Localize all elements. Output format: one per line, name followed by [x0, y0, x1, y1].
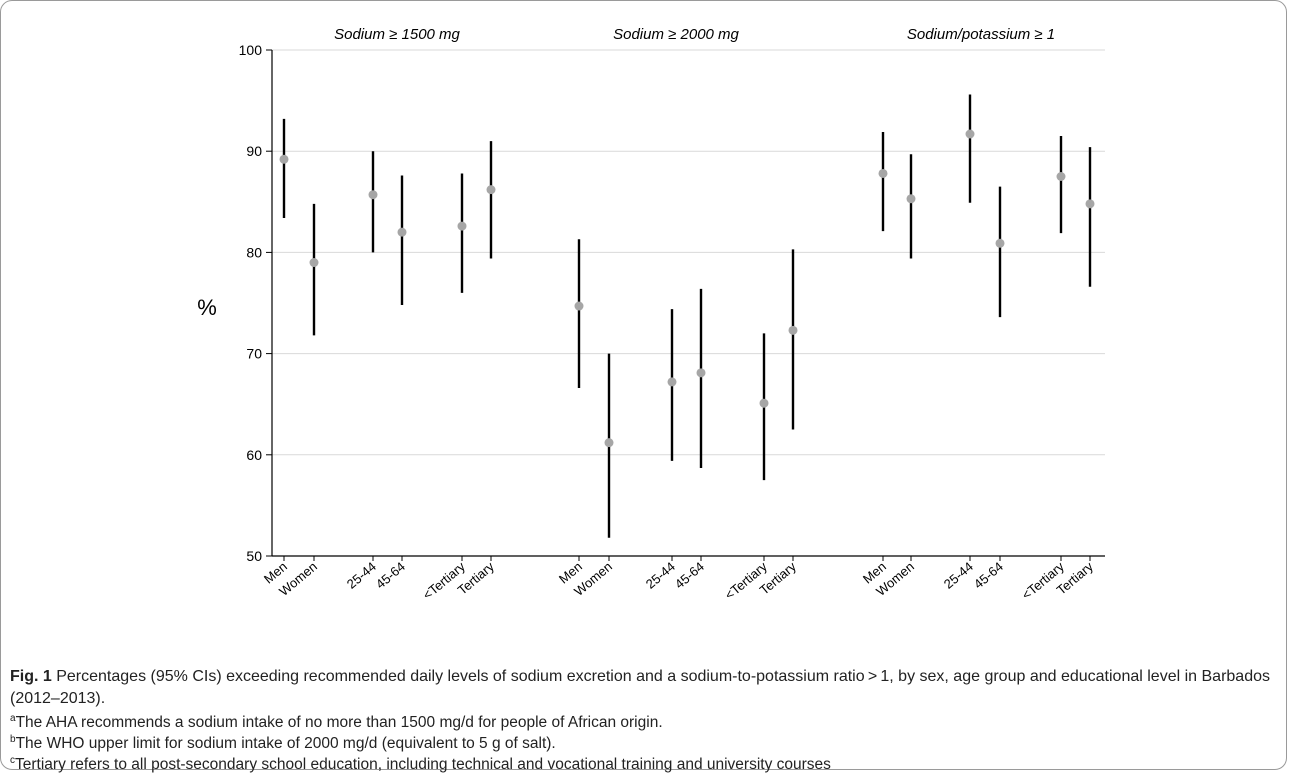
data-point — [604, 438, 614, 448]
data-point — [368, 190, 378, 200]
panel-title: Sodium ≥ 1500 mg — [334, 26, 460, 43]
caption-main: Fig. 1 Percentages (95% CIs) exceeding r… — [10, 666, 1278, 710]
caption-note-c: cTertiary refers to all post-secondary s… — [10, 754, 831, 773]
caption-note-a: aThe AHA recommends a sodium intake of n… — [10, 712, 663, 731]
x-tick-label: 25-44 — [643, 559, 678, 592]
data-point — [1056, 172, 1066, 181]
gridlines — [272, 49, 1105, 456]
figure-caption: Fig. 1 Percentages (95% CIs) exceeding r… — [10, 666, 1278, 775]
y-tick-label: 90 — [246, 143, 262, 159]
caption-note-b: bThe WHO upper limit for sodium intake o… — [10, 733, 556, 752]
y-tick-label: 60 — [246, 447, 262, 463]
y-tick-label: 70 — [246, 346, 262, 362]
x-tick-label: 45-64 — [672, 559, 707, 592]
data-point — [397, 227, 407, 237]
y-tick-label: 50 — [246, 548, 262, 564]
data-point — [965, 129, 975, 139]
data-point — [279, 154, 289, 164]
data-point — [457, 221, 467, 231]
panel-title: Sodium ≥ 2000 mg — [613, 26, 739, 43]
axes — [271, 50, 1105, 561]
data-point — [696, 368, 706, 378]
data-point — [906, 194, 916, 204]
data-point — [995, 238, 1005, 248]
x-tick-label: 25-44 — [344, 559, 379, 592]
data-point — [667, 377, 677, 387]
y-tick-label: 80 — [246, 244, 262, 260]
y-ticks: 50 60 70 80 90 100 — [239, 42, 272, 564]
data-point — [878, 168, 888, 178]
data-point — [1085, 199, 1095, 209]
caption-label: Fig. 1 — [10, 668, 52, 685]
data-point — [486, 185, 496, 195]
data-point — [574, 301, 584, 311]
x-tick-label: 45-64 — [971, 559, 1006, 592]
error-bars — [282, 94, 1092, 538]
panel-title: Sodium/potassium ≥ 1 — [907, 26, 1055, 43]
y-axis-label: % — [197, 295, 217, 320]
data-points — [279, 129, 1095, 448]
x-tick-label: 25-44 — [941, 559, 976, 592]
caption-text: Percentages (95% CIs) exceeding recommen… — [10, 668, 1270, 707]
data-point — [788, 325, 798, 335]
panel-titles: Sodium ≥ 1500 mg Sodium ≥ 2000 mg Sodium/p… — [334, 26, 1055, 43]
data-point — [309, 258, 319, 268]
data-point — [759, 398, 769, 408]
x-tick-label: 45-64 — [373, 559, 408, 592]
y-tick-label: 100 — [239, 42, 263, 58]
